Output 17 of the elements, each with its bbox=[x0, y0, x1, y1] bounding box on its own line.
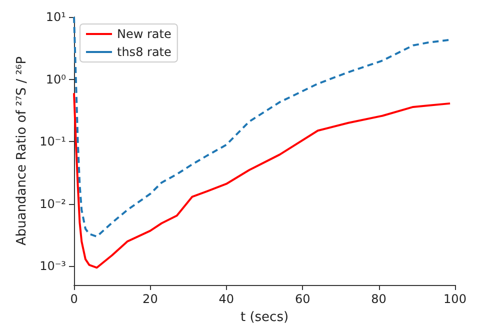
legend-label: New rate bbox=[117, 27, 172, 41]
y-tick-label: 10⁻² bbox=[40, 196, 66, 211]
line-series bbox=[73, 16, 452, 238]
x-tick-label: 40 bbox=[218, 292, 234, 306]
y-tick-label: 10⁻³ bbox=[40, 259, 66, 274]
y-axis-title: Abuandance Ratio of ²⁷S / ²⁶P bbox=[14, 56, 30, 246]
x-tick-label: 0 bbox=[70, 292, 78, 306]
x-tick-label: 80 bbox=[371, 292, 386, 306]
x-axis-title: t (secs) bbox=[240, 310, 289, 325]
x-tick-label: 100 bbox=[444, 292, 466, 306]
legend-label: ths8 rate bbox=[117, 45, 172, 59]
x-tick-label: 60 bbox=[294, 292, 310, 306]
y-tick-label: 10⁻¹ bbox=[40, 134, 66, 149]
y-tick-label: 10⁰ bbox=[46, 72, 66, 86]
line-series bbox=[73, 92, 452, 269]
y-tick-label: 10¹ bbox=[46, 10, 66, 24]
x-tick-label: 20 bbox=[142, 292, 158, 306]
